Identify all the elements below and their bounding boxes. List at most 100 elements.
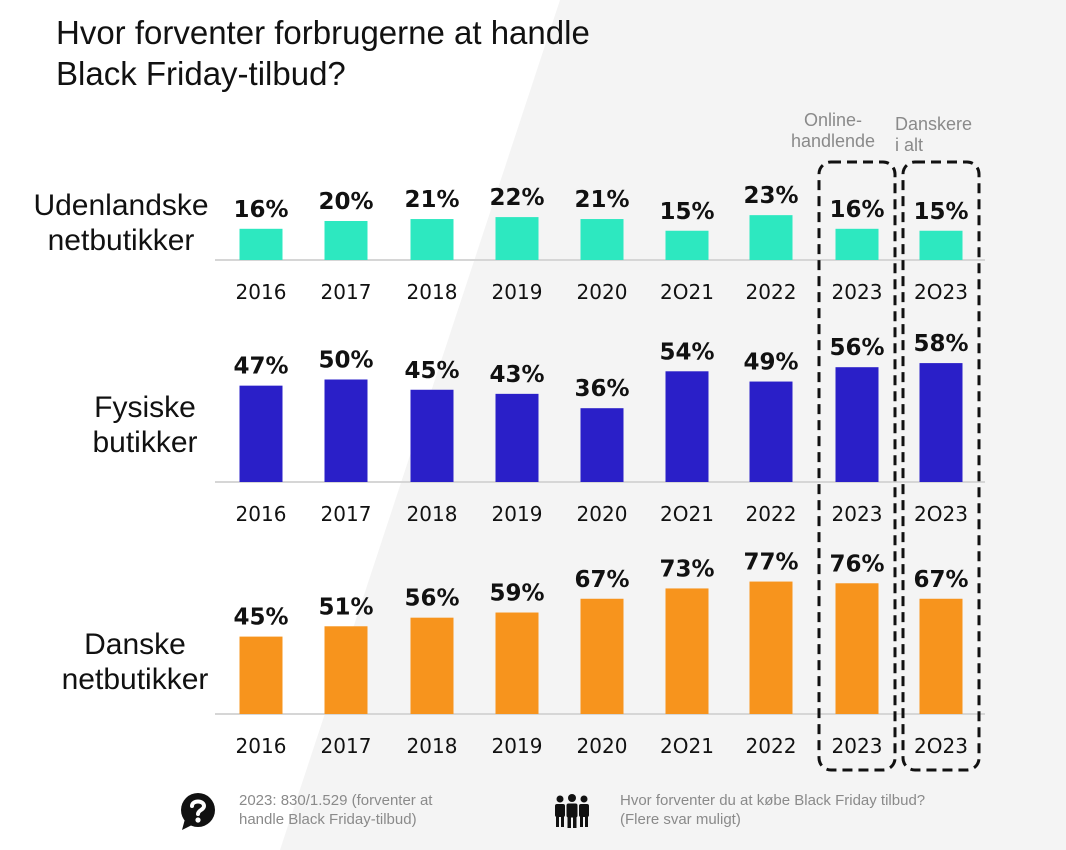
x-tick-label: 2022 <box>746 280 797 304</box>
title-line-1: Hvor forventer forbrugerne at handle <box>56 14 590 51</box>
data-label: 15% <box>913 199 968 225</box>
bar <box>580 408 624 482</box>
data-label: 47% <box>233 354 288 380</box>
footer-base-line-2: handle Black Friday-tilbud) <box>239 811 417 828</box>
x-tick-label: 2O23 <box>914 734 968 758</box>
data-label: 20% <box>318 189 373 215</box>
x-tick-label: 2018 <box>407 280 458 304</box>
data-label: 50% <box>318 348 373 374</box>
data-label: 51% <box>318 594 373 620</box>
column-header-line-1: Danskere <box>895 114 973 134</box>
data-label: 21% <box>404 187 459 213</box>
x-tick-label: 2O23 <box>914 502 968 526</box>
bar <box>919 598 963 714</box>
column-header-line-1: Online- <box>803 110 863 130</box>
data-label: 21% <box>574 187 629 213</box>
x-tick-label: 2O23 <box>914 280 968 304</box>
column-header-line-2: i alt <box>895 135 924 155</box>
x-tick-label: 2016 <box>236 734 287 758</box>
row-label-danske-netbutikker: Danske netbutikker <box>30 627 240 697</box>
x-tick-label: 2023 <box>832 280 883 304</box>
x-tick-label: 2017 <box>321 734 372 758</box>
data-label: 58% <box>913 331 968 357</box>
bar <box>580 598 624 714</box>
data-label: 36% <box>574 376 629 402</box>
x-tick-label: 2019 <box>492 734 543 758</box>
bar <box>919 363 963 482</box>
bar <box>239 228 283 260</box>
bar <box>749 215 793 260</box>
bar <box>835 367 879 482</box>
title-line-2: Black Friday-tilbud? <box>56 55 346 92</box>
bar <box>324 626 368 714</box>
data-label: 76% <box>829 551 884 577</box>
bar <box>580 219 624 260</box>
bar <box>239 636 283 714</box>
data-label: 22% <box>489 185 544 211</box>
x-tick-label: 2020 <box>577 502 628 526</box>
row-label-line-2: butikker <box>92 426 198 459</box>
data-label: 16% <box>233 197 288 223</box>
row-label-line-2: netbutikker <box>61 663 209 696</box>
data-label: 77% <box>743 550 798 576</box>
x-tick-label: 2016 <box>236 280 287 304</box>
row-label-line-1: Danske <box>84 628 186 661</box>
data-label: 56% <box>829 335 884 361</box>
data-label: 56% <box>404 586 459 612</box>
x-tick-label: 2O21 <box>660 734 714 758</box>
footer-base-text: 2023: 830/1.529 (forventer at handle Bla… <box>239 791 432 829</box>
bar <box>410 219 454 260</box>
data-label: 49% <box>743 350 798 376</box>
x-tick-label: 2O21 <box>660 502 714 526</box>
column-header-line-2: handlende <box>790 131 876 151</box>
highlight-dashed-box <box>901 160 981 772</box>
row-label-udenlandske-netbutikker: Udenlandske netbutikker <box>16 188 226 258</box>
x-tick-label: 2023 <box>832 734 883 758</box>
x-tick-label: 2016 <box>236 502 287 526</box>
data-label: 23% <box>743 183 798 209</box>
bar <box>835 228 879 260</box>
bar <box>324 221 368 260</box>
data-label: 73% <box>659 556 714 582</box>
bar <box>495 393 539 482</box>
data-label: 59% <box>489 581 544 607</box>
footer-base-line-1: 2023: 830/1.529 (forventer at <box>239 792 433 809</box>
footer-question-line-2: (Flere svar muligt) <box>620 811 741 828</box>
column-header-danskere-i-alt: Danskere i alt <box>895 114 1005 156</box>
x-tick-label: 2020 <box>577 734 628 758</box>
bar <box>749 381 793 482</box>
bar <box>410 617 454 714</box>
x-tick-label: 2019 <box>492 502 543 526</box>
row-label-line-2: netbutikker <box>47 224 195 257</box>
bar <box>749 581 793 714</box>
footer-question-line-1: Hvor forventer du at købe Black Friday t… <box>620 792 926 809</box>
data-label: 67% <box>913 567 968 593</box>
row-label-fysiske-butikker: Fysiske butikker <box>40 390 250 460</box>
row-label-line-1: Fysiske <box>94 391 196 424</box>
footer-question-text: Hvor forventer du at købe Black Friday t… <box>620 791 925 829</box>
data-label: 45% <box>233 605 288 631</box>
x-tick-label: 2017 <box>321 280 372 304</box>
data-label: 16% <box>829 197 884 223</box>
x-tick-label: 2019 <box>492 280 543 304</box>
bar <box>835 583 879 714</box>
x-tick-label: 2018 <box>407 502 458 526</box>
page-title: Hvor forventer forbrugerne at handle Bla… <box>56 12 590 94</box>
people-group-icon <box>555 794 589 828</box>
highlight-dashed-box <box>817 160 897 772</box>
x-tick-label: 2017 <box>321 502 372 526</box>
bar <box>495 612 539 714</box>
x-tick-label: 2022 <box>746 502 797 526</box>
bar <box>665 230 709 260</box>
bar <box>665 588 709 714</box>
bar <box>410 389 454 482</box>
bar <box>239 385 283 482</box>
bar <box>665 371 709 482</box>
data-label: 45% <box>404 358 459 384</box>
x-tick-label: 2022 <box>746 734 797 758</box>
column-header-online-handlende: Online- handlende <box>773 110 893 152</box>
x-tick-label: 2018 <box>407 734 458 758</box>
row-label-line-1: Udenlandske <box>33 189 209 222</box>
x-tick-label: 2023 <box>832 502 883 526</box>
